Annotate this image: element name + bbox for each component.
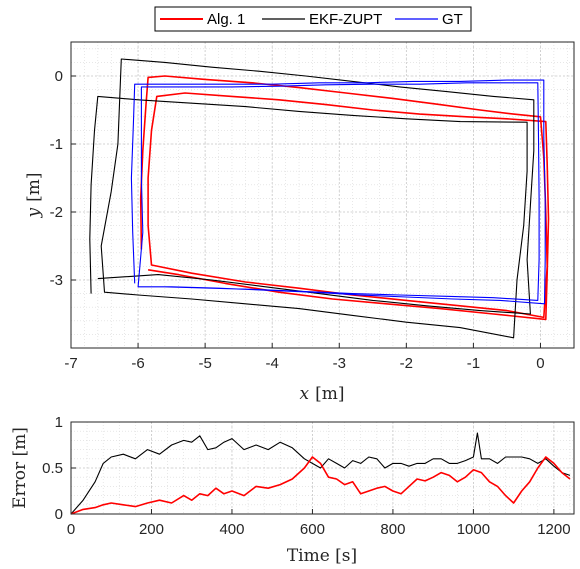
trajectory-xtick-label-7: 0 <box>536 355 544 372</box>
error-plot: 0 200 400 600 800 1000 1200 0 0.5 1 Time [s] Erro… <box>10 414 575 566</box>
error-ticks: 0 200 400 600 800 1000 1200 0 0.5 1 <box>42 414 570 538</box>
error-x-axis-label: Time [s] <box>287 546 357 566</box>
trajectory-grid <box>70 42 574 349</box>
trajectory-series <box>89 58 550 339</box>
legend-label-gt: GT <box>442 11 463 28</box>
error-xtick-label-1: 200 <box>139 521 164 538</box>
trajectory-plot: -7 -6 -5 -4 -3 -2 -1 00-1-2-3 x [m] y[m] <box>24 41 575 404</box>
trajectory-xtick-label-5: -2 <box>400 355 413 372</box>
error-series-line-1 <box>70 456 571 515</box>
x-axis-unit: [m] <box>315 384 344 404</box>
legend-label-alg1: Alg. 1 <box>207 11 245 28</box>
x-axis-variable: x <box>300 384 310 404</box>
y-axis-variable: y <box>24 208 44 219</box>
trajectory-series-line-0 <box>139 75 550 321</box>
trajectory-y-axis-label: y [m] <box>24 173 44 219</box>
error-ytick-label-2: 1 <box>55 414 63 431</box>
trajectory-ytick-label-1: -1 <box>50 136 63 153</box>
error-xtick-label-4: 800 <box>380 521 405 538</box>
error-y-axis-label: Error [m] <box>10 427 30 509</box>
error-xtick-label-3: 600 <box>300 521 325 538</box>
error-ytick-label-1: 0.5 <box>42 460 63 477</box>
trajectory-ytick-label-3: -3 <box>50 272 63 289</box>
trajectory-plot-area <box>71 42 574 348</box>
error-series <box>70 432 571 515</box>
trajectory-ytick-label-0: 0 <box>55 68 63 85</box>
error-series-line-0 <box>70 432 571 515</box>
trajectory-ytick-label-2: -2 <box>50 204 63 221</box>
error-xtick-label-5: 1000 <box>457 521 490 538</box>
trajectory-xtick-label-4: -3 <box>333 355 346 372</box>
trajectory-xtick-label-1: -6 <box>131 355 144 372</box>
trajectory-series-line-1 <box>89 58 535 339</box>
trajectory-x-axis-label: x [m] <box>300 384 345 404</box>
trajectory-xtick-label-6: -1 <box>467 355 480 372</box>
trajectory-xtick-label-3: -4 <box>266 355 279 372</box>
trajectory-xtick-label-0: -7 <box>64 355 77 372</box>
error-xtick-label-2: 400 <box>219 521 244 538</box>
trajectory-xtick-label-2: -5 <box>198 355 211 372</box>
trajectory-plot-frame <box>70 41 575 349</box>
y-axis-unit: [m] <box>24 173 44 202</box>
legend-label-ekf: EKF-ZUPT <box>309 11 382 28</box>
error-ytick-label-0: 0 <box>55 506 63 523</box>
trajectory-ticks: -7 -6 -5 -4 -3 -2 -1 0 0 -1 -2 -3 <box>50 68 545 372</box>
error-xtick-label-6: 1200 <box>537 521 570 538</box>
error-xtick-label-0: 0 <box>67 521 75 538</box>
trajectory-series-line-2 <box>130 79 546 305</box>
legend: Alg. 1 EKF-ZUPT GT <box>154 6 472 32</box>
